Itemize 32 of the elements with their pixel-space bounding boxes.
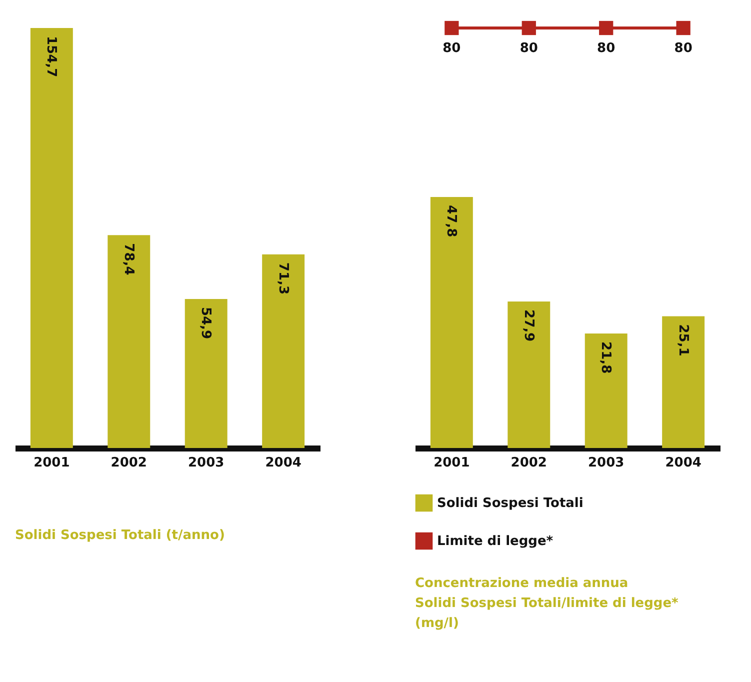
x-tick-label: 2003 xyxy=(188,456,224,470)
text: Concentrazione media annua Solidi Sospesi Totali/limite di legge* (mg/l) xyxy=(415,576,679,631)
x-tick-label: 2001 xyxy=(34,456,70,470)
data-label: 80 xyxy=(520,41,538,56)
data-label: 25,1 xyxy=(675,324,690,356)
x-tick-label: 2004 xyxy=(665,456,702,470)
bar xyxy=(262,254,305,448)
data-label: 21,8 xyxy=(598,342,614,374)
bar xyxy=(430,197,473,448)
data-label: 54,9 xyxy=(198,306,214,340)
data-label: 80 xyxy=(597,41,616,56)
data-label: 47,8 xyxy=(444,205,459,238)
bar xyxy=(662,316,705,448)
bar xyxy=(508,302,550,448)
text: Solidi Sospesi Totali (t/anno) xyxy=(15,528,225,543)
bar xyxy=(108,235,150,448)
bar xyxy=(584,334,628,448)
x-tick-label: 2003 xyxy=(588,456,624,470)
data-label: 80 xyxy=(674,41,692,56)
bar xyxy=(184,298,228,448)
legend-label: Limite di legge* xyxy=(437,534,554,549)
data-label: 154,7 xyxy=(44,36,59,78)
x-tick-label: 2004 xyxy=(265,456,302,470)
x-tick-label: 2001 xyxy=(434,456,470,470)
bar xyxy=(30,28,73,448)
data-label: 80 xyxy=(442,41,461,56)
data-label: 78,4 xyxy=(120,243,136,276)
data-label: 27,9 xyxy=(520,310,536,342)
x-tick-label: 2002 xyxy=(510,456,547,470)
data-label: 71,3 xyxy=(275,262,290,295)
x-tick-label: 2002 xyxy=(110,456,147,470)
legend-label: Solidi Sospesi Totali xyxy=(437,496,584,511)
